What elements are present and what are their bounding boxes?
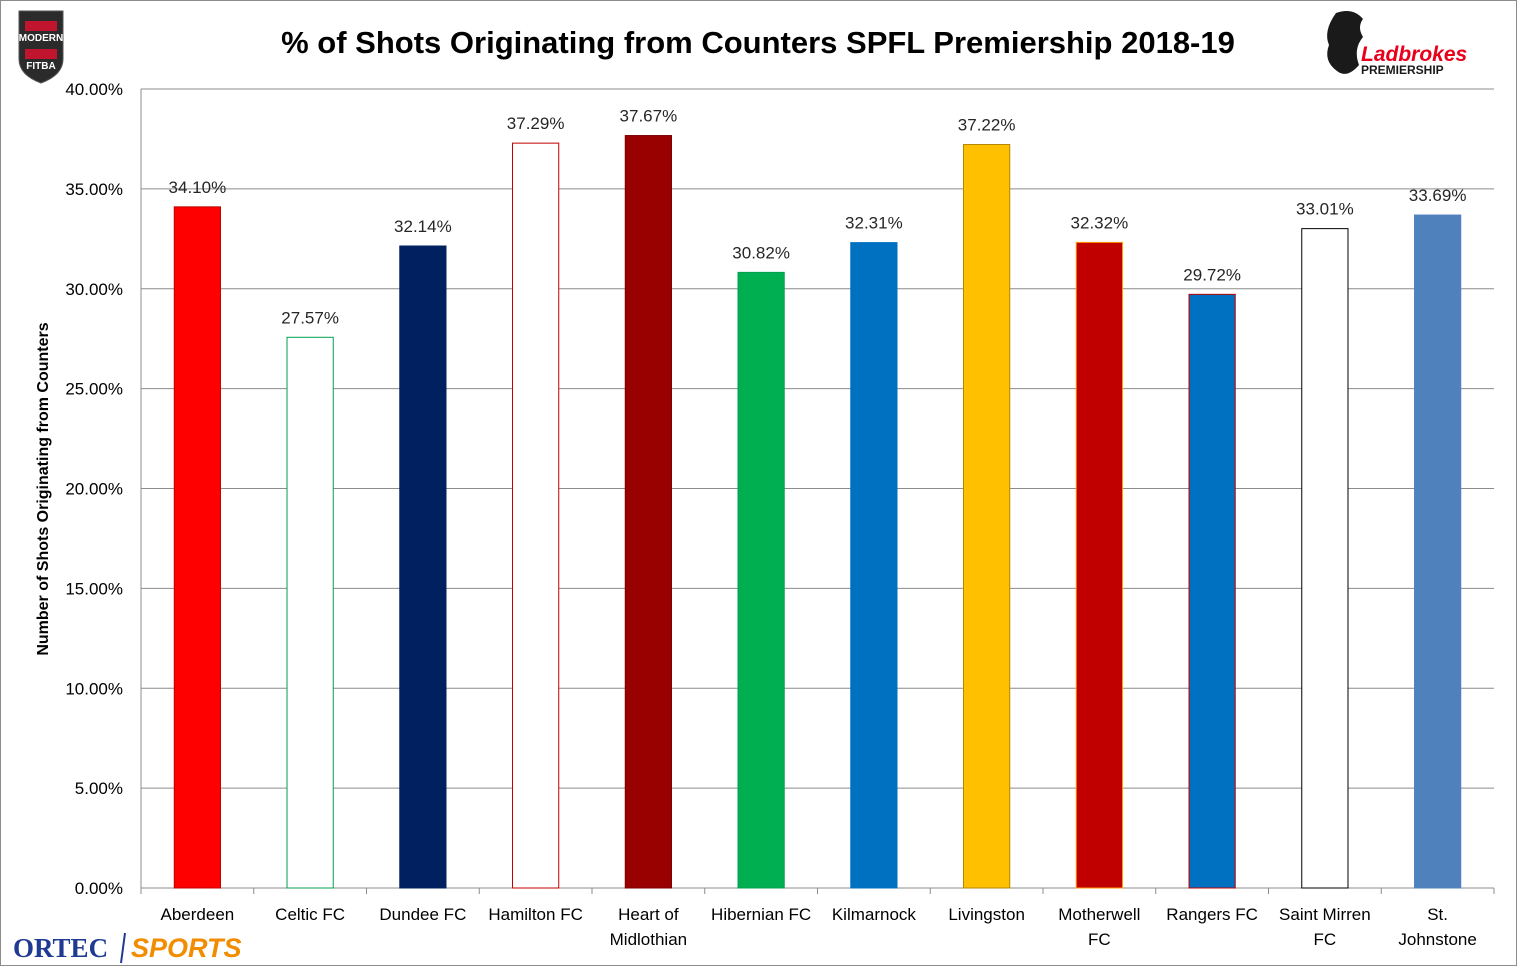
data-label: 37.22%	[958, 116, 1016, 135]
x-tick-label: Hibernian FC	[711, 905, 811, 924]
ladbrokes-wordmark: Ladbrokes	[1361, 43, 1467, 66]
lion-icon	[1327, 11, 1363, 74]
y-tick-label: 20.00%	[65, 480, 123, 499]
modern-fitba-line2: FITBA	[26, 61, 55, 72]
bar	[399, 245, 447, 889]
bar	[512, 142, 560, 889]
chart-title: % of Shots Originating from Counters SPF…	[281, 25, 1235, 60]
bar	[963, 144, 1011, 889]
data-label: 29.72%	[1183, 265, 1241, 284]
y-tick-label: 30.00%	[65, 280, 123, 299]
bar	[1075, 241, 1123, 889]
y-tick-label: 15.00%	[65, 579, 123, 598]
data-label: 27.57%	[281, 308, 339, 327]
y-tick-label: 10.00%	[65, 679, 123, 698]
bar	[173, 206, 221, 889]
premiership-wordmark: PREMIERSHIP	[1361, 63, 1444, 77]
data-labels: 34.10% 27.57% 32.14% 37.29% 37.67% 30.82% 32.3…	[169, 107, 1467, 328]
x-axis-tick-labels: Aberdeen Celtic FC Dundee FC Hamilton FC Hea…	[161, 905, 1477, 949]
data-label: 30.82%	[732, 243, 790, 262]
ortec-wordmark: ORTEC	[13, 933, 108, 963]
modern-fitba-logo: MODERN FITBA	[18, 10, 64, 84]
x-tick-label: Kilmarnock	[832, 905, 917, 924]
x-tick-label: Saint Mirren FC	[1279, 905, 1371, 949]
gridlines	[140, 88, 1495, 894]
data-label: 37.67%	[620, 107, 678, 126]
x-tick-label: Celtic FC	[275, 905, 345, 924]
data-label: 32.32%	[1071, 213, 1129, 232]
x-tick-label: Livingston	[948, 905, 1025, 924]
data-label: 33.01%	[1296, 200, 1354, 219]
data-label: 32.31%	[845, 214, 903, 233]
ortec-sports-logo: ORTEC SPORTS	[13, 932, 242, 964]
y-tick-label: 25.00%	[65, 380, 123, 399]
ladbrokes-premiership-logo: Ladbrokes PREMIERSHIP	[1327, 11, 1467, 77]
bar	[624, 135, 672, 889]
data-label: 33.69%	[1409, 186, 1467, 205]
modern-fitba-line1: MODERN	[19, 33, 63, 44]
x-tick-label: Aberdeen	[161, 905, 235, 924]
x-tick-label: Dundee FC	[379, 905, 466, 924]
bar	[1188, 293, 1236, 889]
bars	[173, 135, 1462, 889]
y-axis-tick-labels: 0.00% 5.00% 10.00% 15.00% 20.00% 25.00% 30.00%…	[65, 80, 123, 898]
y-tick-label: 35.00%	[65, 180, 123, 199]
data-label: 37.29%	[507, 114, 565, 133]
x-tick-label: Motherwell FC	[1058, 905, 1140, 949]
bar	[850, 242, 898, 889]
y-axis-title: Number of Shots Originating from Counter…	[35, 322, 52, 655]
x-tick-label: Heart of Midlothian	[610, 905, 688, 949]
x-tick-label: Hamilton FC	[488, 905, 582, 924]
bar	[286, 336, 334, 889]
bar	[737, 271, 785, 889]
x-tick-label: St. Johnstone	[1398, 905, 1476, 949]
sports-wordmark: SPORTS	[131, 933, 242, 963]
data-label: 34.10%	[169, 178, 227, 197]
y-tick-label: 0.00%	[75, 879, 123, 898]
data-label: 32.14%	[394, 217, 452, 236]
bar	[1301, 228, 1349, 889]
bar	[1414, 214, 1462, 889]
x-tick-label: Rangers FC	[1166, 905, 1258, 924]
y-tick-label: 5.00%	[75, 779, 123, 798]
y-tick-label: 40.00%	[65, 80, 123, 99]
